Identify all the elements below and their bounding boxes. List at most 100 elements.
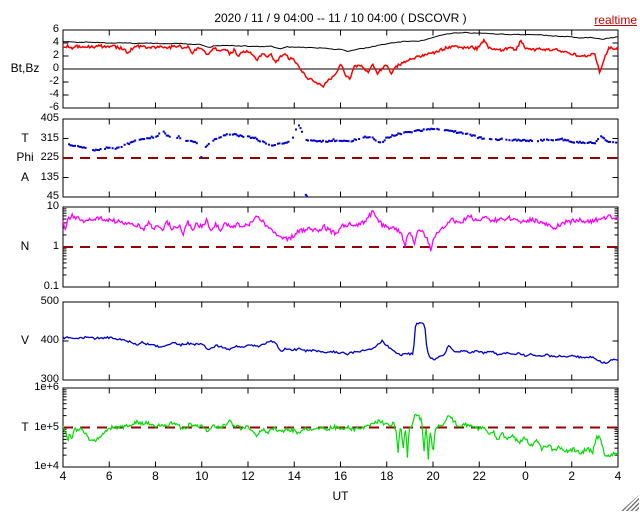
series-phi-dot (78, 145, 81, 148)
series-phi-dot (499, 138, 502, 141)
y-tick-label: 1e+4 (34, 460, 59, 472)
series-phi-dot (95, 148, 98, 151)
series-phi-dot (164, 132, 167, 135)
series-phi-dot (530, 139, 533, 142)
series-phi-dot (189, 139, 192, 142)
panel-label-t: T (21, 419, 29, 434)
series-phi-dot (455, 131, 458, 134)
series-phi-dot (239, 134, 242, 137)
series-phi-dot (307, 139, 310, 142)
series-phi-dot (191, 140, 194, 143)
series-phi-dot (452, 130, 455, 133)
series-phi-dot (508, 139, 511, 142)
series-phi-dot (595, 140, 598, 143)
series-phi-dot (500, 137, 503, 140)
series-phi-dot (138, 138, 141, 141)
series-phi-dot (529, 139, 532, 142)
series-phi-dot (413, 130, 416, 133)
series-phi-dot (98, 149, 101, 152)
series-phi-dot (567, 139, 570, 142)
series-phi-dot (407, 131, 410, 134)
series-phi-dot (120, 146, 123, 149)
series-phi-dot (374, 139, 377, 142)
series-phi-dot (195, 142, 198, 145)
series-phi-dot (430, 127, 433, 130)
x-tick-label: 8 (152, 469, 159, 483)
series-phi-dot (69, 144, 72, 147)
series-phi-dot (218, 136, 221, 139)
series-phi-dot (261, 140, 264, 143)
series-phi-dot (427, 128, 430, 131)
series-phi-dot (386, 136, 389, 139)
series-phi-dot (237, 135, 240, 138)
series-phi-dot (143, 138, 146, 141)
series-phi-dot (565, 139, 568, 142)
series-phi-dot (515, 139, 518, 142)
series-phi-dot (523, 138, 526, 141)
series-phi-dot (294, 128, 297, 131)
series-phi-dot (470, 134, 473, 137)
series-phi-dot (382, 140, 385, 143)
series-phi-dot (272, 144, 275, 147)
series-phi-dot (582, 141, 585, 144)
series-phi-dot (398, 132, 401, 135)
series-phi-dot (437, 128, 440, 131)
series-phi-dot (126, 142, 129, 145)
series-phi-dot (594, 142, 597, 145)
series-phi-dot (257, 139, 260, 142)
x-tick-label: 2 (568, 469, 576, 483)
series-phi-dot (117, 146, 120, 149)
realtime-link[interactable]: realtime (594, 13, 637, 27)
series-phi-dot (583, 142, 586, 145)
series-phi-dot (252, 137, 255, 140)
series-phi-dot (264, 142, 267, 145)
series-phi-dot (400, 133, 403, 136)
series-phi-dot (325, 140, 328, 143)
series-phi-dot (132, 140, 135, 143)
x-tick-label: 10 (195, 469, 209, 483)
series-phi-dot (167, 134, 170, 137)
y-tick-label: 300 (40, 373, 59, 385)
series-phi-dot (228, 133, 231, 136)
series-phi-dot (588, 141, 591, 144)
series-phi-dot (258, 140, 261, 143)
series-phi-dot (589, 141, 592, 144)
series-phi-dot (358, 138, 361, 141)
series-phi-dot (319, 139, 322, 142)
series-phi-dot (215, 137, 218, 140)
series-phi-dot (131, 140, 134, 143)
series-phi-dot (314, 139, 317, 142)
series-phi-dot (332, 138, 335, 141)
series-phi-dot (116, 146, 119, 149)
series-phi-dot (514, 138, 517, 141)
panel-label-a: A (20, 169, 29, 184)
y-tick-label: -4 (49, 88, 59, 100)
series-phi-dot (146, 137, 149, 140)
y-tick-label: 1e+5 (34, 420, 59, 433)
series-phi-dot (469, 133, 472, 136)
series-phi-dot (449, 129, 452, 132)
y-tick-label: 10 (46, 200, 59, 212)
series-phi-dot (458, 131, 461, 134)
series-phi-dot (600, 135, 603, 138)
series-phi-dot (482, 137, 485, 140)
y-tick-label: 1e+6 (34, 381, 59, 393)
series-phi-dot (152, 136, 155, 139)
series-phi-dot (68, 143, 71, 146)
series-phi-dot (270, 144, 273, 147)
series-phi-dot (162, 130, 165, 133)
y-tick-label: 6 (52, 23, 59, 35)
series-phi-dot (517, 138, 520, 141)
series-phi-dot (176, 136, 179, 139)
series-phi-dot (92, 149, 95, 152)
series-phi-dot (222, 134, 225, 137)
series-phi-dot (343, 139, 346, 142)
series-phi-dot (431, 128, 434, 131)
series-phi-dot (416, 129, 419, 132)
series-phi-dot (316, 140, 319, 143)
series-phi-dot (77, 145, 80, 148)
series-phi-dot (263, 141, 266, 144)
series-phi-dot (273, 144, 276, 147)
series-phi-dot (347, 140, 350, 143)
series-phi-dot (539, 138, 542, 141)
